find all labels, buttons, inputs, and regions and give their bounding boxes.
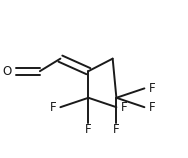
Text: F: F [50, 101, 56, 114]
Text: F: F [113, 123, 120, 136]
Text: F: F [149, 82, 155, 95]
Text: F: F [121, 101, 127, 114]
Text: F: F [85, 123, 92, 136]
Text: F: F [149, 101, 155, 114]
Text: O: O [3, 65, 12, 78]
